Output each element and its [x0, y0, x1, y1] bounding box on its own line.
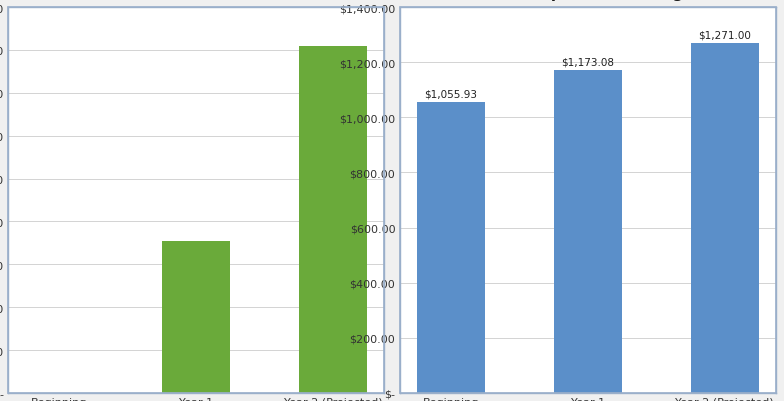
Bar [691, 43, 759, 393]
Title: Revenue per Unit Managed: Revenue per Unit Managed [471, 0, 705, 1]
Text: $1,173.08: $1,173.08 [561, 57, 615, 67]
Bar [299, 47, 368, 393]
Title: New Revenue Initiatives: New Revenue Initiatives [92, 0, 300, 1]
Bar [416, 103, 485, 393]
Text: $1,055.93: $1,055.93 [424, 89, 477, 99]
Bar [162, 241, 230, 393]
Bar [554, 71, 622, 393]
Text: $1,271.00: $1,271.00 [699, 30, 751, 41]
